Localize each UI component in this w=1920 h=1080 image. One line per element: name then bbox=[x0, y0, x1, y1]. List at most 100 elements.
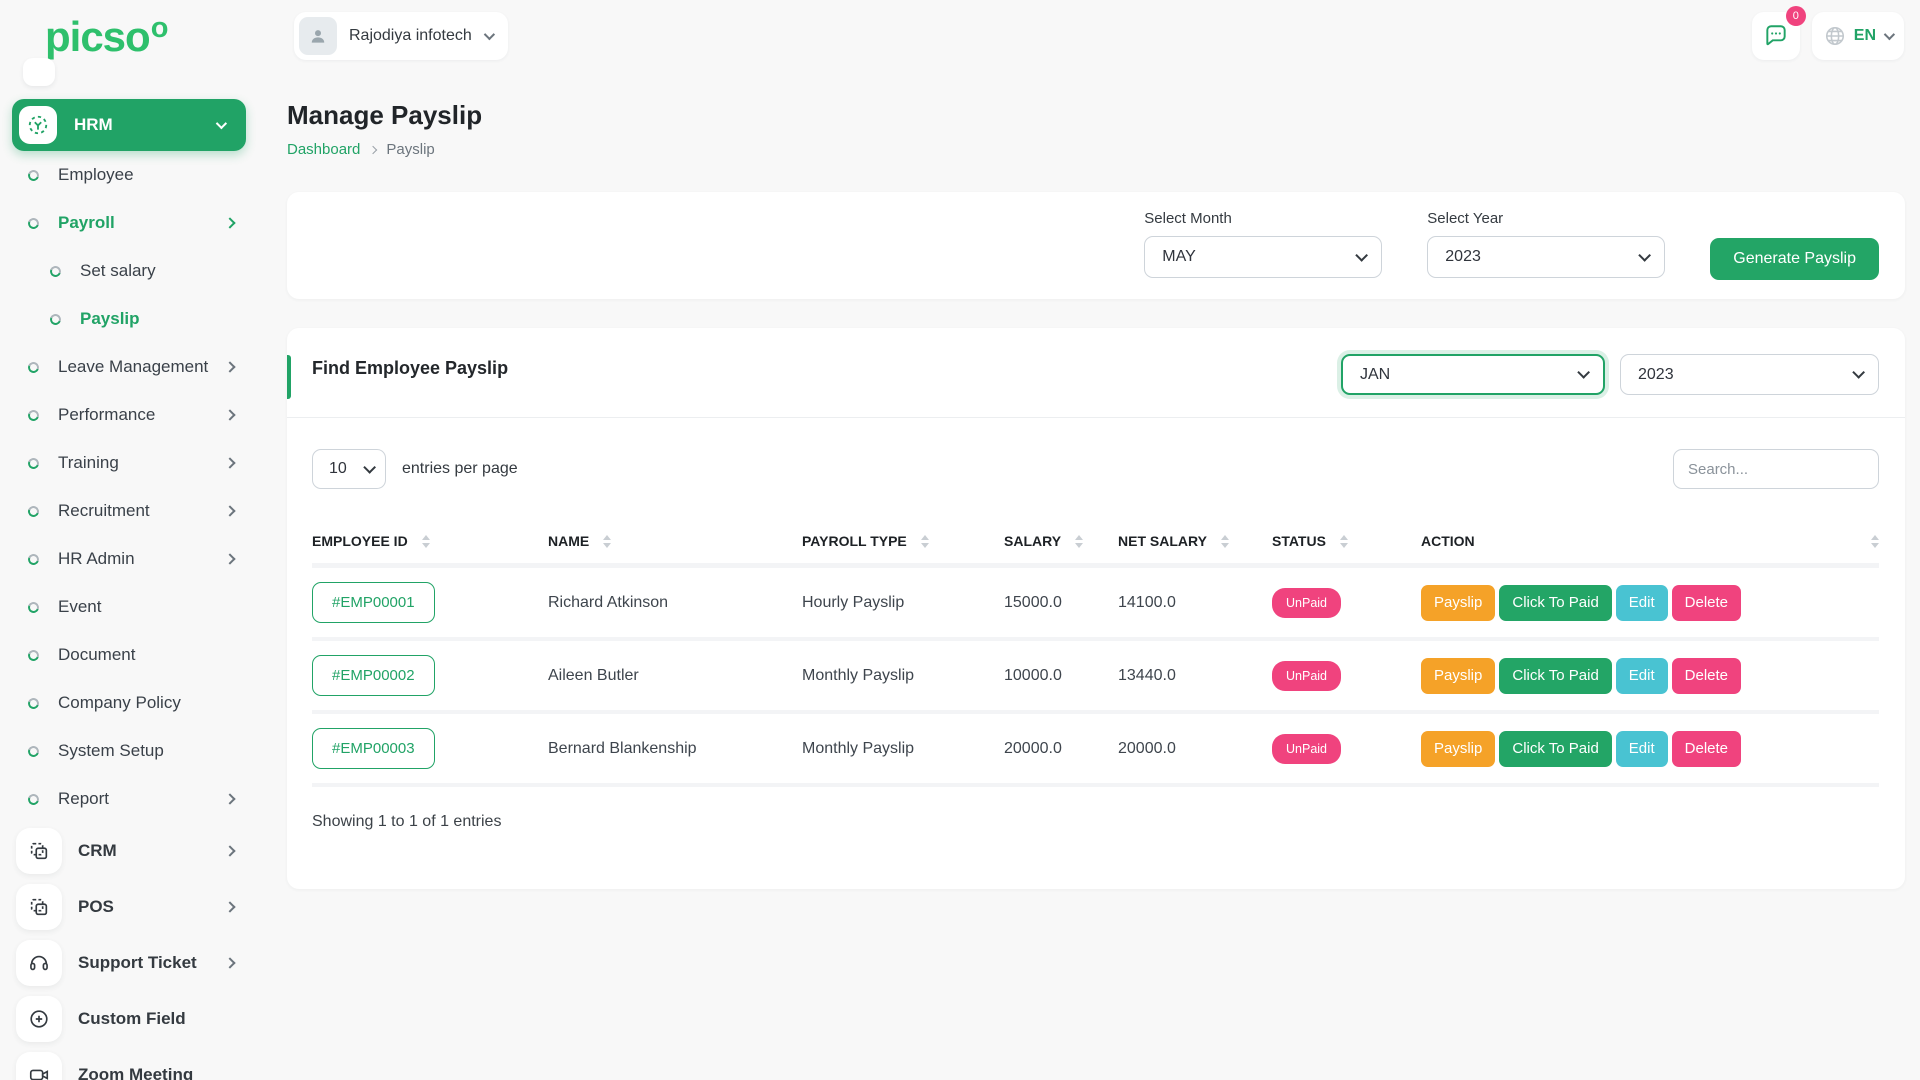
generate-payslip-button[interactable]: Generate Payslip bbox=[1710, 238, 1879, 280]
sort-icon bbox=[1220, 534, 1229, 548]
company-selector[interactable]: Rajodiya infotech bbox=[294, 12, 508, 60]
sidebar-item-performance[interactable]: Performance bbox=[0, 391, 260, 439]
employee-name-cell: Richard Atkinson bbox=[548, 565, 802, 641]
sidebar-item-hrm[interactable]: HRM bbox=[12, 99, 246, 151]
find-year-value: 2023 bbox=[1638, 365, 1674, 383]
month-select[interactable]: MAY bbox=[1144, 236, 1383, 278]
chevron-right-icon bbox=[224, 217, 236, 229]
sort-icon bbox=[603, 534, 612, 548]
breadcrumb-dashboard-link[interactable]: Dashboard bbox=[287, 141, 361, 158]
sidebar-item-label: Recruitment bbox=[58, 501, 150, 520]
sidebar-item-payroll[interactable]: Payroll bbox=[0, 199, 260, 247]
page-size-select[interactable]: 10 bbox=[312, 449, 386, 489]
click-to-paid-button[interactable]: Click To Paid bbox=[1499, 730, 1612, 767]
column-header-payroll-type[interactable]: PAYROLL TYPE bbox=[802, 521, 1004, 568]
table-row: #EMP00001 Richard Atkinson Hourly Payslip 1… bbox=[312, 565, 1879, 641]
find-month-select[interactable]: JAN bbox=[1341, 354, 1605, 395]
squares-icon bbox=[16, 884, 62, 930]
generate-payslip-card: Select Month MAY Select Year 2023 Genera… bbox=[287, 192, 1905, 299]
search-input[interactable] bbox=[1673, 449, 1879, 489]
table-header-row: EMPLOYEE ID NAME PAYROLL TYPE SALARY NET SAL… bbox=[312, 521, 1879, 568]
sidebar-item-pos[interactable]: POS bbox=[0, 879, 260, 935]
bullet-ring-icon bbox=[26, 647, 41, 663]
find-year-select[interactable]: 2023 bbox=[1620, 354, 1879, 395]
employee-name-cell: Bernard Blankenship bbox=[548, 712, 802, 787]
sidebar-item-payslip[interactable]: Payslip bbox=[0, 295, 260, 343]
employee-id-button[interactable]: #EMP00001 bbox=[312, 582, 435, 623]
chevron-right-icon bbox=[224, 505, 236, 517]
sidebar-item-label: Set salary bbox=[80, 261, 156, 280]
bullet-ring-icon bbox=[26, 503, 41, 519]
breadcrumb-current: Payslip bbox=[386, 141, 435, 158]
year-select[interactable]: 2023 bbox=[1427, 236, 1666, 278]
bullet-ring-icon bbox=[26, 743, 41, 759]
chevron-right-icon bbox=[224, 901, 236, 913]
employee-id-button[interactable]: #EMP00003 bbox=[312, 728, 435, 769]
row-actions: Payslip Click To Paid Edit Delete bbox=[1421, 730, 1879, 767]
edit-button[interactable]: Edit bbox=[1615, 584, 1668, 621]
salary-cell: 20000.0 bbox=[1004, 712, 1118, 787]
delete-button[interactable]: Delete bbox=[1671, 657, 1742, 694]
language-selector[interactable]: EN bbox=[1811, 12, 1904, 60]
payslip-button[interactable]: Payslip bbox=[1421, 657, 1496, 694]
sidebar-item-leave-management[interactable]: Leave Management bbox=[0, 343, 260, 391]
payroll-type-cell: Hourly Payslip bbox=[802, 565, 1004, 641]
payslip-button[interactable]: Payslip bbox=[1421, 730, 1496, 767]
payslip-button[interactable]: Payslip bbox=[1421, 584, 1496, 621]
chevron-right-icon bbox=[224, 845, 236, 857]
find-payslip-header: Find Employee Payslip JAN 2023 bbox=[287, 328, 1905, 418]
column-header-net-salary[interactable]: NET SALARY bbox=[1118, 521, 1272, 568]
sidebar-item-zoom-meeting[interactable]: Zoom Meeting bbox=[0, 1047, 260, 1080]
topbar: picsoo Rajodiya infotech 0 bbox=[0, 0, 1920, 72]
sidebar-item-set-salary[interactable]: Set salary bbox=[0, 247, 260, 295]
row-actions: Payslip Click To Paid Edit Delete bbox=[1421, 584, 1879, 621]
edit-button[interactable]: Edit bbox=[1615, 657, 1668, 694]
column-header-salary[interactable]: SALARY bbox=[1004, 521, 1118, 568]
sidebar-item-hr-admin[interactable]: HR Admin bbox=[0, 535, 260, 583]
chevron-down-icon bbox=[483, 28, 495, 41]
notification-badge: 0 bbox=[1785, 6, 1806, 26]
sidebar-item-training[interactable]: Training bbox=[0, 439, 260, 487]
bullet-ring-icon bbox=[26, 167, 41, 183]
sidebar-menu: HRM Employee Payroll Set salary Payslip Leave… bbox=[0, 99, 260, 1080]
bullet-ring-icon bbox=[26, 359, 41, 375]
sidebar-item-label: Performance bbox=[58, 405, 156, 424]
chevron-down-icon bbox=[1852, 366, 1865, 379]
sidebar-item-label: CRM bbox=[78, 841, 117, 860]
chevron-right-icon bbox=[224, 457, 236, 469]
bullet-ring-icon bbox=[26, 407, 41, 423]
bullet-ring-icon bbox=[26, 791, 41, 807]
sidebar-item-crm[interactable]: CRM bbox=[0, 823, 260, 879]
employee-id-button[interactable]: #EMP00002 bbox=[312, 655, 435, 696]
chevron-down-icon bbox=[1883, 28, 1896, 41]
employee-name-cell: Aileen Butler bbox=[548, 639, 802, 714]
delete-button[interactable]: Delete bbox=[1671, 584, 1742, 621]
sidebar-item-label: POS bbox=[78, 897, 114, 916]
sidebar-item-employee[interactable]: Employee bbox=[0, 151, 260, 199]
user-icon bbox=[311, 30, 325, 43]
click-to-paid-button[interactable]: Click To Paid bbox=[1499, 657, 1612, 694]
bullet-ring-icon bbox=[48, 263, 63, 279]
sidebar-item-company-policy[interactable]: Company Policy bbox=[0, 679, 260, 727]
sidebar-item-custom-field[interactable]: Custom Field bbox=[0, 991, 260, 1047]
net-salary-cell: 20000.0 bbox=[1118, 712, 1272, 787]
sidebar-item-report[interactable]: Report bbox=[0, 775, 260, 823]
sidebar-item-system-setup[interactable]: System Setup bbox=[0, 727, 260, 775]
edit-button[interactable]: Edit bbox=[1615, 730, 1668, 767]
column-label: PAYROLL TYPE bbox=[802, 533, 907, 549]
sidebar-item-label: Event bbox=[58, 597, 102, 616]
sidebar-item-support-ticket[interactable]: Support Ticket bbox=[0, 935, 260, 991]
column-header-name[interactable]: NAME bbox=[548, 521, 802, 568]
sidebar-item-recruitment[interactable]: Recruitment bbox=[0, 487, 260, 535]
logo-text: picso bbox=[45, 13, 151, 60]
notifications-button[interactable]: 0 bbox=[1751, 6, 1806, 60]
column-header-action[interactable]: ACTION bbox=[1421, 521, 1879, 568]
sidebar-item-event[interactable]: Event bbox=[0, 583, 260, 631]
column-header-employee-id[interactable]: EMPLOYEE ID bbox=[312, 521, 548, 568]
sidebar-item-document[interactable]: Document bbox=[0, 631, 260, 679]
column-header-status[interactable]: STATUS bbox=[1272, 521, 1421, 568]
chevron-right-icon bbox=[369, 145, 378, 154]
click-to-paid-button[interactable]: Click To Paid bbox=[1499, 584, 1612, 621]
delete-button[interactable]: Delete bbox=[1671, 730, 1742, 767]
globe-icon bbox=[1825, 26, 1844, 46]
